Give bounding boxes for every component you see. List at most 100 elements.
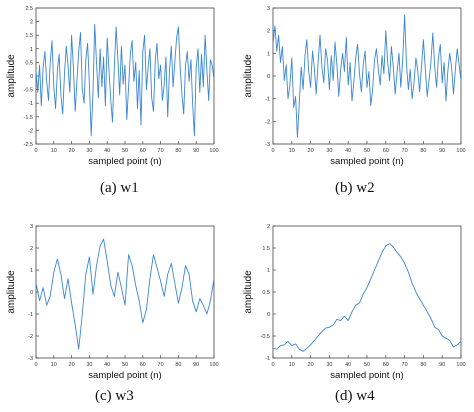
y-tick-label: -3 — [265, 142, 270, 148]
y-tick-label: 0.5 — [25, 60, 33, 66]
x-tick-label: 80 — [175, 362, 181, 368]
x-tick-label: 40 — [104, 148, 110, 154]
x-tick-label: 10 — [289, 362, 295, 368]
series-line — [35, 238, 215, 350]
x-tick-label: 20 — [69, 148, 75, 154]
y-tick-label: 2 — [30, 20, 33, 26]
y-tick-label: -0.5 — [24, 88, 33, 94]
y-tick-label: -1 — [28, 312, 33, 318]
y-axis-label: amplitude — [6, 270, 17, 314]
y-axis-label: amplitude — [243, 270, 254, 314]
x-axis-label: sampled point (n) — [88, 370, 161, 381]
y-tick-label: 1 — [30, 47, 33, 53]
x-tick-label: 80 — [420, 148, 426, 154]
chart-w1: 0 10 20 30 40 50 60 70 80 90 100 -2.5 -2 -1.5 -1 -0.5 0 0… — [6, 6, 219, 167]
x-tick-label: 40 — [104, 362, 110, 368]
y-tick-label: -2 — [265, 119, 270, 125]
x-tick-label: 100 — [456, 148, 465, 154]
x-tick-label: 0 — [34, 148, 37, 154]
x-tick-label: 30 — [326, 148, 332, 154]
y-tick-label: -1 — [265, 97, 270, 103]
y-tick-label: 3 — [267, 6, 270, 12]
y-tick-label: 2 — [30, 246, 33, 252]
x-tick-label: 80 — [420, 362, 426, 368]
x-tick-label: 50 — [364, 148, 370, 154]
x-tick-label: 90 — [439, 362, 445, 368]
y-tick-label: 0 — [30, 74, 33, 80]
x-tick-label: 60 — [383, 148, 389, 154]
y-tick-label: 1.5 — [262, 246, 270, 252]
chart-w4: 0 10 20 30 40 50 60 70 80 90 100 -1 -0.5 0 0.5 1 1.5 2 sam… — [243, 224, 466, 381]
y-axis-label: amplitude — [6, 54, 17, 98]
x-tick-label: 70 — [158, 148, 164, 154]
x-tick-label: 80 — [175, 148, 181, 154]
plot-frame — [272, 7, 462, 145]
caption-w3: (c) w3 — [95, 388, 134, 404]
x-axis-label: sampled point (n) — [88, 156, 161, 167]
y-tick-label: -0.5 — [261, 334, 270, 340]
x-tick-label: 100 — [209, 362, 218, 368]
panel-w2: 0 10 20 30 40 50 60 70 80 90 100 -3 -2 -1 0 1 2 3 sampled … — [237, 0, 474, 206]
panel-w4: 0 10 20 30 40 50 60 70 80 90 100 -1 -0.5 0 0.5 1 1.5 2 sam… — [237, 206, 474, 412]
x-tick-label: 60 — [140, 148, 146, 154]
x-tick-label: 0 — [34, 362, 37, 368]
x-tick-label: 10 — [51, 362, 57, 368]
y-tick-label: -3 — [28, 356, 33, 362]
x-tick-label: 40 — [345, 362, 351, 368]
y-tick-label: 1 — [267, 51, 270, 57]
y-tick-label: 2 — [267, 29, 270, 35]
x-tick-label: 20 — [308, 362, 314, 368]
y-tick-label: -2 — [28, 334, 33, 340]
y-tick-label: 2.5 — [25, 6, 33, 12]
x-tick-label: 90 — [439, 148, 445, 154]
x-tick-label: 20 — [69, 362, 75, 368]
x-axis-label: sampled point (n) — [330, 156, 403, 167]
x-tick-label: 70 — [402, 148, 408, 154]
x-tick-label: 70 — [402, 362, 408, 368]
x-tick-label: 50 — [122, 148, 128, 154]
x-tick-label: 0 — [271, 362, 274, 368]
y-tick-label: 0 — [267, 74, 270, 80]
y-tick-label: 1.5 — [25, 33, 33, 39]
y-tick-label: -2 — [28, 128, 33, 134]
y-tick-label: 0 — [267, 312, 270, 318]
x-tick-label: 90 — [193, 362, 199, 368]
x-tick-label: 10 — [51, 148, 57, 154]
y-axis-label: amplitude — [243, 54, 254, 98]
x-tick-label: 10 — [289, 148, 295, 154]
chart-w3: 0 10 20 30 40 50 60 70 80 90 100 -3 -2 -1 0 1 2 3 sampled … — [6, 224, 219, 381]
panel-w3: 0 10 20 30 40 50 60 70 80 90 100 -3 -2 -1 0 1 2 3 sampled … — [0, 206, 237, 412]
y-tick-label: 0 — [30, 290, 33, 296]
y-tick-label: 3 — [30, 224, 33, 230]
x-tick-label: 100 — [209, 148, 218, 154]
y-tick-label: -1.5 — [24, 115, 33, 121]
y-tick-label: 1 — [267, 268, 270, 274]
chart-w2: 0 10 20 30 40 50 60 70 80 90 100 -3 -2 -1 0 1 2 3 sampled … — [243, 6, 466, 167]
x-axis-label: sampled point (n) — [330, 370, 403, 381]
caption-w1: (a) w1 — [100, 180, 139, 196]
y-tick-label: -2.5 — [24, 142, 33, 148]
x-tick-label: 100 — [456, 362, 465, 368]
caption-w2: (b) w2 — [335, 180, 375, 196]
x-tick-label: 30 — [326, 362, 332, 368]
plot-frame — [272, 225, 462, 359]
x-tick-label: 60 — [140, 362, 146, 368]
x-tick-label: 30 — [86, 148, 92, 154]
plot-frame — [35, 225, 215, 359]
y-tick-label: 1 — [30, 268, 33, 274]
series-line — [272, 14, 462, 138]
y-tick-label: 2 — [267, 224, 270, 230]
x-tick-label: 50 — [122, 362, 128, 368]
x-tick-label: 40 — [345, 148, 351, 154]
x-tick-label: 90 — [193, 148, 199, 154]
x-tick-label: 70 — [158, 362, 164, 368]
x-tick-label: 0 — [271, 148, 274, 154]
x-tick-label: 60 — [383, 362, 389, 368]
x-tick-label: 30 — [86, 362, 92, 368]
series-line — [35, 23, 215, 137]
y-tick-label: -1 — [28, 101, 33, 107]
panel-w1: 0 10 20 30 40 50 60 70 80 90 100 -2.5 -2 -1.5 -1 -0.5 0 0… — [0, 0, 237, 206]
y-tick-label: 0.5 — [262, 290, 270, 296]
caption-w4: (d) w4 — [335, 388, 375, 404]
y-tick-label: -1 — [265, 356, 270, 362]
